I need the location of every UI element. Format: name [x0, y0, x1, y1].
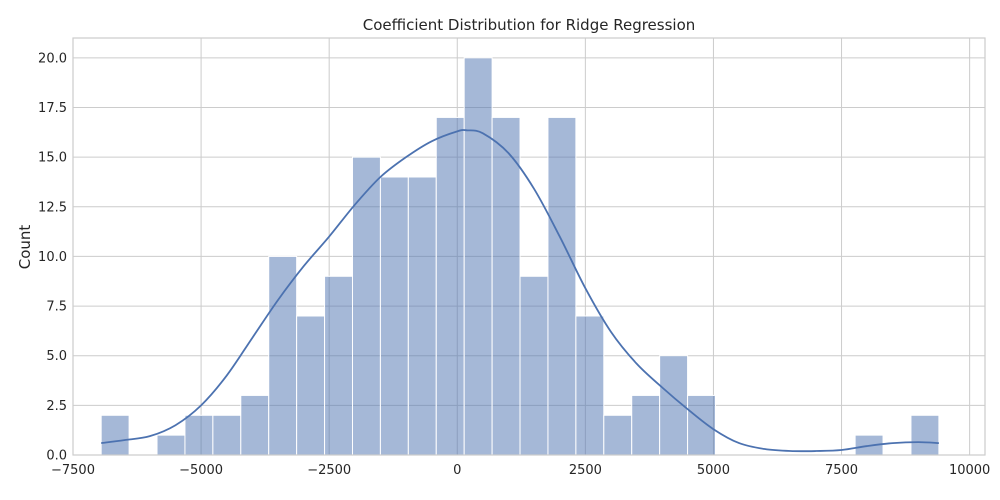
x-tick-label: 10000: [949, 463, 990, 478]
plot-frame: [72, 37, 986, 456]
histogram-bar: [407, 176, 437, 456]
x-tick-label: 2500: [569, 463, 602, 478]
histogram-bar: [547, 116, 577, 456]
histogram-bars: [100, 57, 940, 456]
histogram-bar: [687, 394, 716, 456]
chart-title: Coefficient Distribution for Ridge Regre…: [363, 16, 696, 34]
histogram-bar: [575, 315, 605, 456]
histogram-bar: [631, 394, 661, 456]
y-tick-label: 7.5: [46, 300, 67, 315]
y-tick-label: 2.5: [46, 399, 67, 414]
y-tick-label: 17.5: [38, 101, 67, 116]
y-axis-label: Count: [16, 225, 34, 270]
y-tick-label: 15.0: [38, 151, 67, 166]
y-tick-label: 12.5: [38, 200, 67, 215]
histogram-bar: [519, 275, 549, 456]
kde-curve-group: [101, 129, 939, 453]
x-tick-label: −2500: [307, 463, 351, 478]
kde-curve: [101, 129, 939, 453]
histogram-bar: [379, 176, 409, 456]
y-tick-label: 5.0: [46, 349, 67, 364]
histogram-bar: [184, 414, 214, 456]
grid-lines: [72, 38, 985, 456]
x-tick-label: 7500: [825, 463, 858, 478]
x-tick-label: 0: [453, 463, 461, 478]
histogram-bar: [240, 394, 270, 456]
histogram-bar: [100, 414, 130, 456]
x-tick-label: 5000: [697, 463, 730, 478]
histogram-bar: [463, 57, 493, 456]
histogram-bar: [324, 275, 353, 456]
histogram-bar: [212, 414, 242, 456]
y-tick-label: 10.0: [38, 250, 67, 265]
histogram-bar: [435, 116, 465, 456]
tick-labels: −7500 −5000 −2500 0 2500 5000 7500 10000 0.0 2.5 5…: [38, 51, 990, 478]
histogram-bar: [491, 116, 521, 456]
x-tick-label: −5000: [179, 463, 223, 478]
histogram-bar: [910, 414, 940, 456]
histogram-bar: [351, 156, 381, 456]
histogram-bar: [603, 414, 633, 456]
y-tick-label: 0.0: [46, 449, 67, 464]
histogram-bar: [268, 255, 298, 456]
histogram-bar: [156, 434, 186, 456]
y-tick-label: 20.0: [38, 51, 67, 66]
x-tick-label: −7500: [51, 463, 95, 478]
histogram-bar: [296, 315, 326, 456]
